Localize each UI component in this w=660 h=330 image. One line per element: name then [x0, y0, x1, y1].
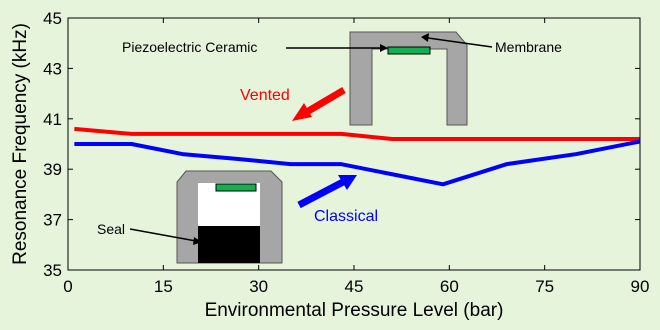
plot-frame: [67, 17, 641, 271]
membrane-pointer-head: [421, 33, 429, 42]
x-axis-title: Environmental Pressure Level (bar): [205, 300, 504, 321]
y-tick-label: 35: [43, 261, 62, 280]
classical-sensor-illustration: [176, 170, 283, 264]
piezo-label: Piezoelectric Ceramic: [122, 39, 257, 55]
classical-piezo: [215, 183, 257, 192]
y-tick-label: 39: [43, 160, 62, 179]
legend-vented: Vented: [240, 87, 290, 104]
y-tick-label: 43: [43, 59, 62, 78]
vented-arrow: [292, 86, 346, 121]
vented-piezo: [387, 46, 431, 55]
y-tick-label: 45: [43, 9, 62, 28]
vented-housing: [349, 31, 468, 126]
x-tick-label: 30: [249, 277, 268, 296]
series-line-classical: [74, 139, 641, 187]
x-tick-label: 0: [63, 277, 72, 296]
seal-block: [198, 226, 260, 263]
membrane-pointer: [427, 37, 493, 48]
piezo-pointer-head: [380, 44, 388, 52]
series-layer: [74, 126, 641, 187]
classical-arrow: [297, 175, 357, 209]
membrane-label: Membrane: [495, 39, 562, 55]
seal-pointer-head: [193, 237, 202, 245]
vented-sensor-illustration: [349, 31, 468, 126]
y-axis-title: Resonance Frequency (kHz): [10, 23, 31, 265]
x-tick-label: 75: [535, 277, 554, 296]
seal-label: Seal: [97, 221, 125, 237]
x-tick-label: 60: [440, 277, 459, 296]
x-tick-label: 90: [631, 277, 650, 296]
y-tick-label: 37: [43, 211, 62, 230]
x-tick-label: 45: [345, 277, 364, 296]
legend-classical: Classical: [314, 208, 378, 225]
x-tick-label: 15: [154, 277, 173, 296]
y-axis: 35 37 39 41 43 45: [43, 9, 640, 280]
y-tick-label: 41: [43, 110, 62, 129]
series-line-vented: [74, 126, 640, 141]
seal-pointer: [129, 228, 197, 242]
